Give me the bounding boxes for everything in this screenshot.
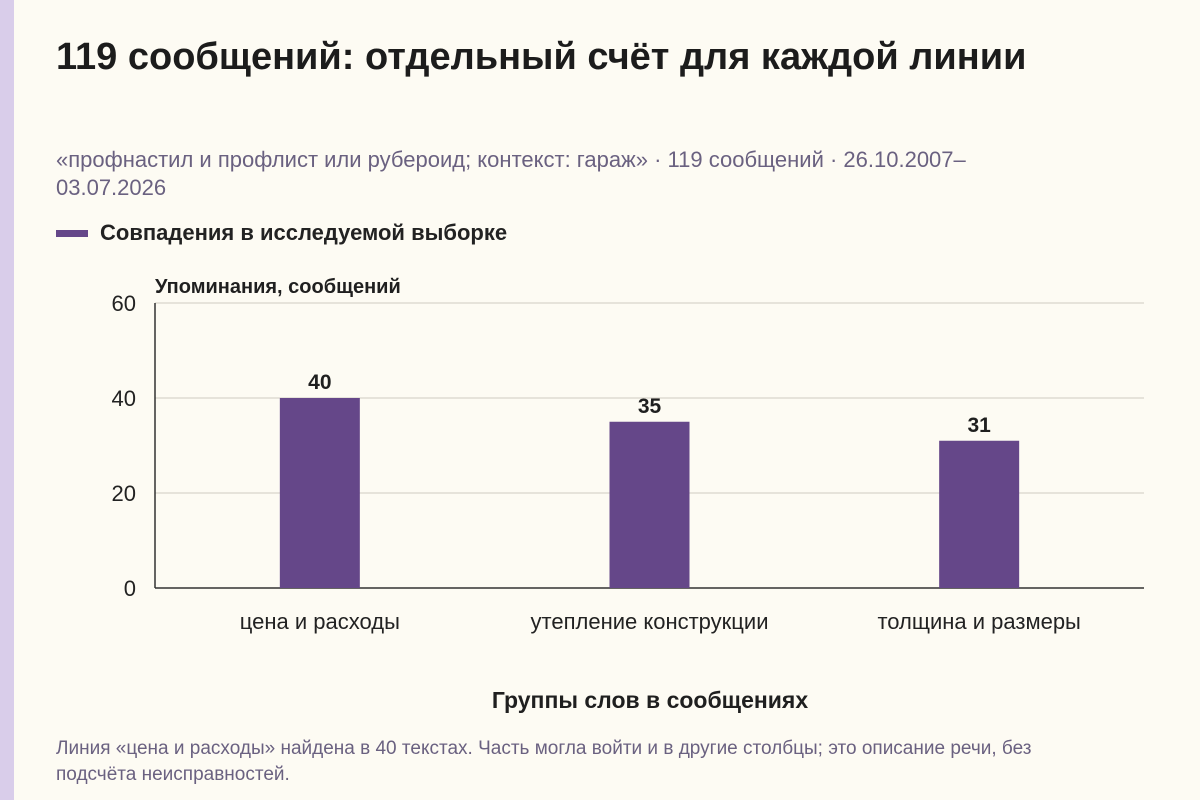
legend: Совпадения в исследуемой выборке xyxy=(56,219,507,247)
y-tick-label: 60 xyxy=(112,291,136,316)
x-tick-label: утепление конструкции xyxy=(531,609,769,634)
x-axis-label: Группы слов в сообщениях xyxy=(492,687,808,713)
bar xyxy=(609,421,690,588)
y-tick-label: 20 xyxy=(112,481,136,506)
x-tick-label: цена и расходы xyxy=(240,609,400,634)
x-tick-label: толщина и размеры xyxy=(877,609,1080,634)
left-accent-stripe xyxy=(0,0,14,800)
bar-value-label: 31 xyxy=(967,414,991,437)
y-tick-label: 40 xyxy=(112,386,136,411)
chart-subtitle: «профнастил и профлист или рубероид; кон… xyxy=(56,147,966,200)
legend-label: Совпадения в исследуемой выборке xyxy=(100,220,508,245)
bar-value-label: 40 xyxy=(308,371,331,394)
chart-title: 119 сообщений: отдельный счёт для каждой… xyxy=(56,36,1027,78)
footnote: Линия «цена и расходы» найдена в 40 текс… xyxy=(56,738,1032,785)
bar-value-label: 35 xyxy=(638,395,662,418)
y-tick-label: 0 xyxy=(124,576,136,601)
bar xyxy=(279,398,360,588)
bar xyxy=(939,440,1020,588)
legend-swatch xyxy=(56,229,88,237)
y-axis-label: Упоминания, сообщений xyxy=(155,276,401,298)
